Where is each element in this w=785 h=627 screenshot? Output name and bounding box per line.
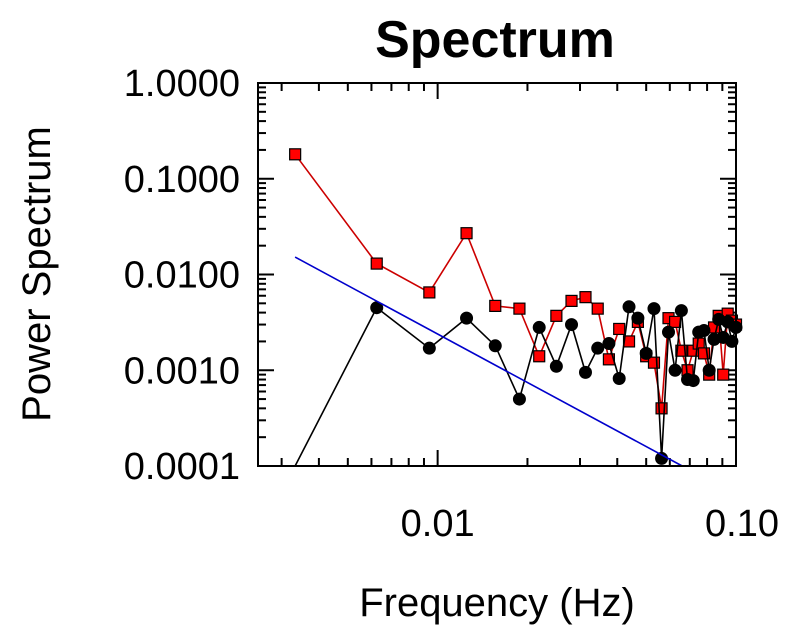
data-point-square [668, 315, 682, 328]
data-point-square [370, 257, 383, 270]
data-point-circle [602, 337, 616, 351]
x-tick-label: 0.01 [401, 503, 475, 545]
data-point-circle [565, 318, 579, 332]
plot-frame [257, 82, 737, 467]
chart-title: Spectrum [375, 11, 615, 69]
data-point-circle [512, 392, 526, 406]
data-point-circle [639, 346, 653, 360]
data-point-circle [422, 341, 436, 355]
y-tick-label: 0.0010 [124, 350, 240, 392]
y-axis-label: Power Spectrum [15, 126, 59, 422]
data-point-square [550, 309, 563, 322]
series-1 [294, 300, 743, 467]
data-point-square [565, 294, 578, 308]
series-2 [294, 256, 683, 467]
data-point-square [513, 302, 526, 315]
data-point-circle [488, 339, 502, 353]
data-point-square [579, 291, 592, 304]
y-tick-label: 0.1000 [124, 159, 240, 201]
data-point-square [655, 402, 668, 415]
data-point-circle [532, 320, 546, 334]
data-point-circle [460, 311, 474, 325]
data-point-square [697, 347, 711, 360]
y-tick-label: 0.0001 [124, 446, 240, 488]
data-point-circle [686, 374, 700, 388]
data-point-circle [549, 359, 563, 373]
data-point-square [289, 148, 302, 161]
data-point-circle [674, 304, 688, 318]
data-point-circle [702, 363, 716, 377]
x-axis-label: Frequency (Hz) [359, 581, 635, 625]
data-point-square [489, 299, 502, 312]
data-point-square [647, 356, 661, 369]
data-series [289, 148, 743, 467]
data-point-circle [662, 325, 676, 339]
data-point-square [613, 322, 626, 336]
data-point-square [423, 286, 436, 299]
data-point-circle [622, 300, 636, 314]
tick-labels: 0.0001 0.0010 0.0100 0.1000 1.0000 0.01 0.10 [124, 63, 779, 545]
axis-ticks [258, 82, 737, 467]
data-point-square [460, 227, 473, 240]
y-tick-label: 1.0000 [124, 63, 240, 105]
data-point-circle [578, 365, 592, 379]
data-point-circle [725, 334, 739, 348]
data-point-circle [631, 311, 645, 325]
data-point-square [717, 368, 730, 381]
data-point-square [533, 350, 546, 363]
data-point-square [602, 353, 616, 366]
data-point-circle [697, 324, 711, 338]
x-tick-label: 0.10 [705, 503, 779, 545]
data-point-circle [612, 372, 626, 386]
data-point-circle [591, 341, 605, 355]
data-point-square [591, 302, 604, 315]
data-point-circle [647, 302, 661, 316]
y-tick-label: 0.0100 [124, 255, 240, 297]
series-line [294, 256, 683, 467]
data-point-circle [668, 363, 682, 377]
data-point-square [675, 344, 688, 357]
